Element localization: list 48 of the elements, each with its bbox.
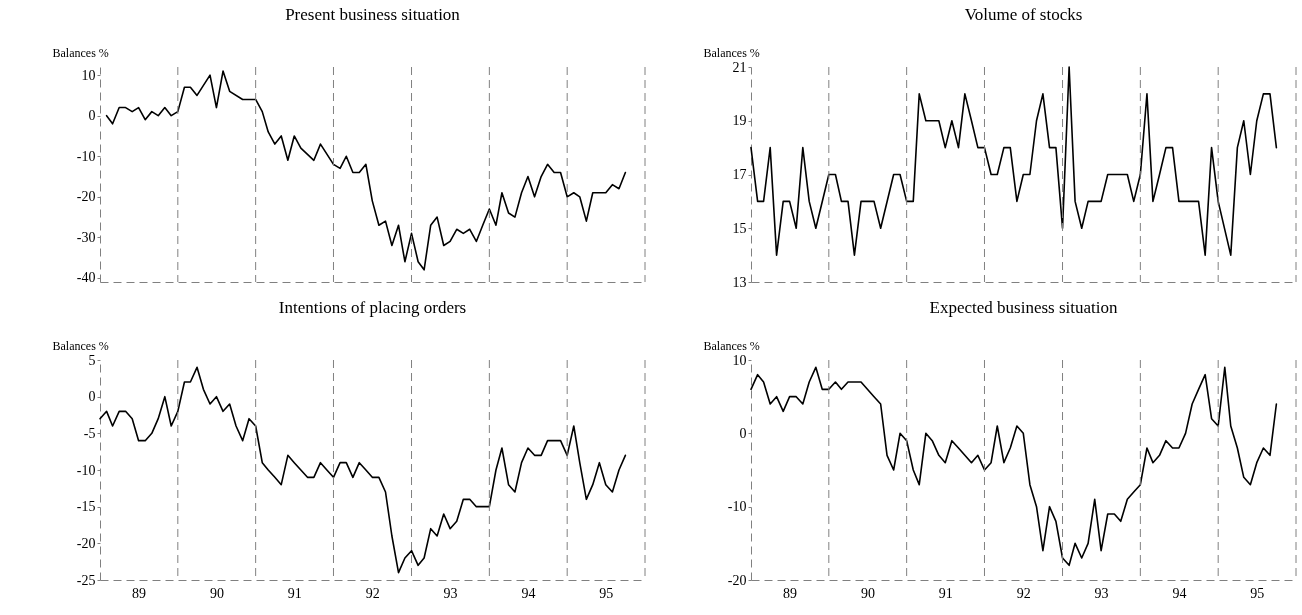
x-tick-label: 94 — [1172, 585, 1187, 601]
chart-title: Expected business situation — [929, 298, 1118, 317]
x-tick-label: 92 — [365, 585, 380, 601]
x-tick-label: 91 — [287, 585, 302, 601]
y-tick-label: -20 — [76, 189, 96, 205]
line-series — [750, 66, 1278, 256]
chart-title: Present business situation — [285, 5, 461, 24]
y-axis-title: Balances % — [52, 45, 109, 60]
chart-title: Volume of stocks — [964, 5, 1083, 24]
y-tick-label: -40 — [76, 270, 96, 286]
x-tick-label: 95 — [1250, 585, 1265, 601]
y-tick-label: -10 — [76, 148, 96, 164]
y-tick-label: -5 — [83, 425, 96, 441]
line-series — [105, 70, 627, 271]
x-tick-label: 89 — [783, 585, 798, 601]
y-tick-label: 0 — [739, 425, 747, 441]
y-tick-label: -20 — [727, 572, 747, 588]
y-tick-label: 0 — [88, 389, 96, 405]
y-axis-title: Balances % — [52, 338, 109, 353]
x-tick-label: 93 — [443, 585, 458, 601]
y-tick-label: 10 — [81, 67, 96, 83]
y-axis-title: Balances % — [703, 338, 760, 353]
line-series — [750, 366, 1278, 567]
y-tick-label: 5 — [88, 352, 96, 368]
x-tick-label: 90 — [209, 585, 224, 601]
y-tick-label: -25 — [76, 572, 96, 588]
y-tick-label: 0 — [88, 108, 96, 124]
x-tick-label: 90 — [860, 585, 875, 601]
y-tick-label: -10 — [76, 462, 96, 478]
x-tick-label: 94 — [521, 585, 536, 601]
chart-title: Intentions of placing orders — [278, 298, 467, 317]
y-tick-label: 15 — [732, 220, 747, 236]
y-tick-label: -15 — [76, 499, 96, 515]
y-tick-label: 10 — [732, 352, 747, 368]
y-axis-title: Balances % — [703, 45, 760, 60]
y-tick-label: 19 — [732, 113, 747, 129]
x-tick-label: 93 — [1094, 585, 1109, 601]
y-tick-label: -30 — [76, 229, 96, 245]
x-tick-label: 92 — [1016, 585, 1031, 601]
y-tick-label: 13 — [732, 274, 747, 290]
y-tick-label: -10 — [727, 499, 747, 515]
x-tick-label: 91 — [938, 585, 953, 601]
x-tick-label: 89 — [132, 585, 147, 601]
y-tick-label: 17 — [732, 167, 747, 182]
line-series — [99, 366, 627, 574]
y-tick-label: 21 — [732, 59, 747, 75]
y-tick-label: -20 — [76, 535, 96, 551]
x-tick-label: 95 — [599, 585, 614, 601]
